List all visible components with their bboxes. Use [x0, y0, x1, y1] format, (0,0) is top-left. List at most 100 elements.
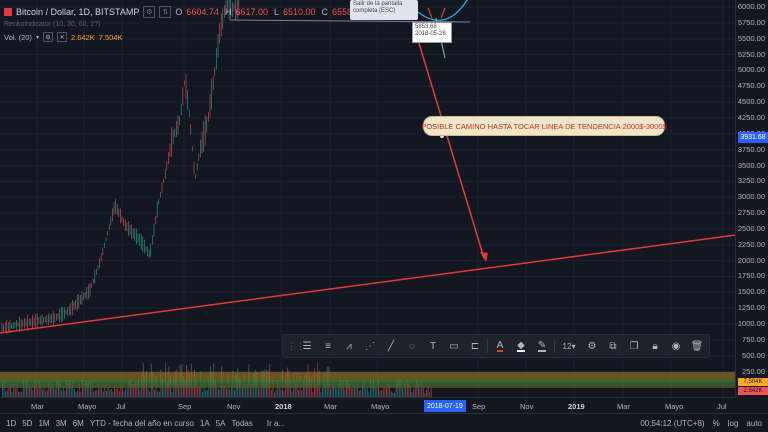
- volume-label[interactable]: Vol. (20): [4, 32, 32, 42]
- volume-bar: [34, 379, 35, 397]
- volume-bar: [112, 391, 114, 397]
- volume-bar: [85, 380, 87, 397]
- volume-bar: [347, 382, 349, 397]
- volume-tag-2: 2.642K: [738, 387, 768, 395]
- volume-bar: [378, 379, 379, 397]
- volume-bar: [96, 390, 98, 397]
- price-tick: 250.00: [742, 366, 765, 376]
- range-button[interactable]: 5A: [215, 419, 226, 428]
- pattern-icon[interactable]: ⩘: [346, 340, 352, 352]
- text-color-icon[interactable]: A: [496, 339, 504, 352]
- volume-bar: [312, 391, 314, 397]
- settings-icon[interactable]: ⚙: [42, 32, 53, 42]
- price-tick: 3000.00: [737, 192, 765, 202]
- range-button[interactable]: 6M: [72, 419, 84, 428]
- volume-bar: [352, 384, 354, 397]
- volume-bar: [66, 379, 67, 397]
- price-tick: 4500.00: [737, 97, 765, 107]
- rectangle-icon[interactable]: ▭: [449, 340, 459, 352]
- trash-icon[interactable]: 🗑︎: [690, 340, 704, 352]
- callout-annotation[interactable]: POSIBLE CAMINO HASTA TOCAR LINEA DE TEND…: [421, 116, 667, 136]
- volume-bar: [30, 387, 32, 397]
- volume-bar: [283, 390, 285, 397]
- fill-color-icon[interactable]: ◆: [517, 339, 525, 352]
- range-button[interactable]: 1M: [38, 419, 50, 428]
- volume-bar: [222, 386, 224, 397]
- font-size-select[interactable]: 12 ▾: [562, 341, 576, 351]
- volume-bar: [69, 380, 71, 397]
- clone-icon[interactable]: ❐: [629, 340, 639, 352]
- price-tick: 5500.00: [737, 33, 765, 43]
- range-button[interactable]: Ir a...: [266, 419, 286, 428]
- time-tick: Mar: [31, 402, 44, 411]
- compare-icon[interactable]: ⇅: [159, 6, 172, 18]
- range-button[interactable]: Todas: [231, 419, 253, 428]
- volume-bar: [392, 392, 394, 397]
- volume-bar: [275, 389, 277, 397]
- open-label: O: [175, 7, 183, 17]
- volume-bar: [16, 384, 18, 397]
- volume-bar: [330, 389, 331, 397]
- price-axis[interactable]: 6000.00 5750.00 5500.00 5250.00 5000.00 4750.…: [735, 0, 768, 397]
- ellipse-icon[interactable]: ◌: [409, 340, 415, 352]
- drawings-layer: [0, 0, 736, 334]
- range-button[interactable]: 1A: [199, 419, 210, 428]
- time-tick: Mar: [617, 402, 630, 411]
- volume-bar: [251, 383, 253, 397]
- lock-icon[interactable]: 🔒︎: [652, 340, 658, 352]
- chevron-down-icon[interactable]: ▾: [35, 34, 39, 41]
- volume-bar: [301, 390, 303, 397]
- volume-bar: [339, 379, 341, 397]
- symbol-title[interactable]: Bitcoin / Dollar, 1D, BITSTAMP: [16, 7, 140, 17]
- volume-bar: [358, 390, 360, 397]
- low-value: 6510.00: [283, 7, 316, 17]
- volume-bar: [384, 386, 386, 397]
- close-icon[interactable]: ✕: [56, 32, 67, 42]
- volume-bar: [109, 390, 111, 397]
- range-button[interactable]: 1D: [6, 419, 17, 428]
- volume-bar: [154, 389, 155, 397]
- trend-line-icon[interactable]: ╱: [387, 340, 395, 352]
- volume-bar: [357, 382, 359, 397]
- utc-clock[interactable]: 00:54:12 (UTC+8): [640, 419, 705, 428]
- fib-icon[interactable]: ≡: [325, 340, 331, 352]
- horizontal-lines-icon[interactable]: ☰: [302, 340, 312, 352]
- volume-bar: [56, 380, 58, 397]
- low-label: L: [273, 7, 279, 17]
- volume-bar: [277, 380, 279, 397]
- range-button[interactable]: 5D: [22, 419, 33, 428]
- volume-bar: [218, 389, 219, 397]
- gann-icon[interactable]: ⋰: [365, 340, 375, 352]
- volume-bar: [46, 389, 48, 397]
- volume-bar: [342, 380, 344, 397]
- auto-toggle[interactable]: auto: [746, 419, 762, 428]
- volume-bar: [402, 388, 403, 397]
- volume-bar: [219, 389, 221, 397]
- settings-icon[interactable]: ⚙: [587, 340, 597, 352]
- range-button[interactable]: YTD - fecha del año en curso: [89, 419, 194, 428]
- range-button[interactable]: 3M: [55, 419, 67, 428]
- volume-bar: [373, 379, 375, 397]
- time-axis[interactable]: Mar Mayo Jul Sep Nov 2018 Mar Mayo Sep Nov 2019 Mar…: [0, 397, 736, 414]
- price-tick: 2000.00: [737, 255, 765, 265]
- volume-bar: [21, 391, 23, 397]
- settings-icon[interactable]: ⚙: [143, 6, 156, 18]
- volume-bar: [83, 387, 85, 397]
- volume-bar: [26, 380, 27, 397]
- visibility-icon[interactable]: ◉: [671, 340, 681, 352]
- percent-toggle[interactable]: %: [712, 419, 720, 428]
- time-tick: Sep: [472, 402, 486, 411]
- volume-bar: [40, 383, 42, 397]
- drag-handle-icon[interactable]: ⋮⋮: [287, 340, 305, 351]
- callout-icon[interactable]: ⊏: [470, 340, 480, 352]
- line-color-icon[interactable]: ✎: [537, 339, 547, 352]
- volume-bar: [427, 385, 429, 397]
- log-toggle[interactable]: log: [727, 419, 739, 428]
- volume-bar: [411, 392, 413, 397]
- volume-bar: [59, 382, 61, 397]
- volume-bar: [350, 388, 352, 397]
- volume-bar: [315, 386, 317, 397]
- visual-order-icon[interactable]: ⧉: [609, 340, 617, 352]
- volume-value-2: 7.504K: [98, 32, 123, 42]
- text-icon[interactable]: T: [429, 340, 437, 352]
